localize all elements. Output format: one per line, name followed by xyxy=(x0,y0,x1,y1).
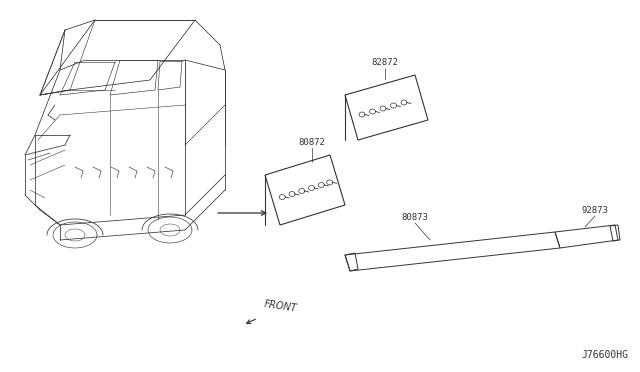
Text: 92873: 92873 xyxy=(582,206,609,215)
Text: J76600HG: J76600HG xyxy=(581,350,628,360)
Text: 82872: 82872 xyxy=(372,58,399,67)
Text: FRONT: FRONT xyxy=(263,299,298,314)
Text: 80872: 80872 xyxy=(299,138,325,147)
Text: 80873: 80873 xyxy=(401,213,428,222)
